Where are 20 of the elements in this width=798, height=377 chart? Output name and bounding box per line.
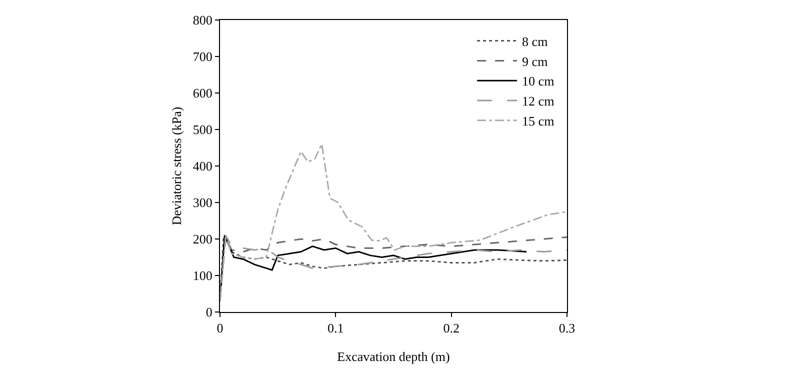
x-tick-label: 0.1 <box>328 320 344 336</box>
y-tick-label: 200 <box>192 232 212 247</box>
y-tick-label: 600 <box>192 86 212 101</box>
y-axis-title: Deviatoric stress (kPa) <box>168 106 184 226</box>
x-tick-label: 0 <box>216 320 224 336</box>
y-tick-label: 300 <box>192 195 212 210</box>
legend-label: 9 cm <box>522 54 548 69</box>
y-tick-label: 800 <box>192 12 212 28</box>
legend-label: 12 cm <box>522 94 554 109</box>
x-tick-label: 0.2 <box>443 320 460 336</box>
x-axis-title: Excavation depth (m) <box>337 349 450 364</box>
legend-label: 10 cm <box>522 74 554 89</box>
y-tick-label: 100 <box>192 268 212 284</box>
y-tick-label: 700 <box>192 49 212 64</box>
y-tick-label: 500 <box>192 122 212 138</box>
x-tick-label: 0.3 <box>558 320 576 336</box>
legend-label: 15 cm <box>522 113 554 128</box>
legend-label: 8 cm <box>522 34 548 49</box>
y-tick-label: 0 <box>206 304 212 320</box>
y-tick-label: 400 <box>192 158 212 174</box>
